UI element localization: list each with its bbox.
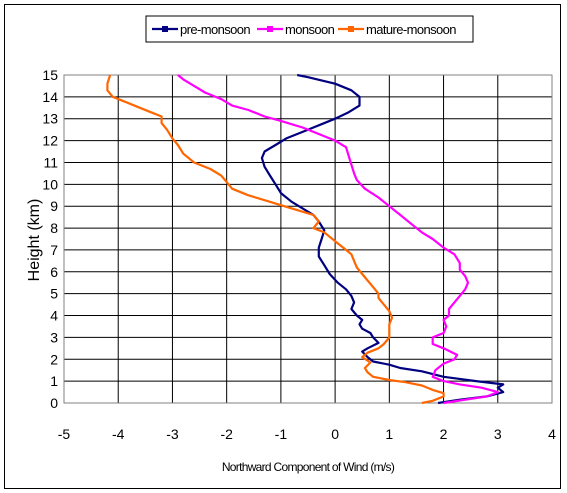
x-axis-title: Northward Component of Wind (m/s) bbox=[222, 460, 395, 474]
y-tick-label: 11 bbox=[43, 154, 58, 170]
legend-marker-monsoon bbox=[267, 26, 273, 32]
legend: pre-monsoon monsoon mature-monsoon bbox=[145, 15, 474, 43]
x-tick-label: -5 bbox=[58, 426, 71, 442]
legend-label-pre-monsoon: pre-monsoon bbox=[180, 22, 250, 37]
x-tick-label: 1 bbox=[385, 426, 393, 442]
y-tick-label: 0 bbox=[50, 395, 58, 411]
series-layer bbox=[106, 73, 505, 405]
y-tick-label: 9 bbox=[50, 198, 58, 214]
y-tick-label: 10 bbox=[42, 176, 58, 192]
monsoon-line bbox=[177, 74, 499, 405]
x-tick-label: 2 bbox=[440, 426, 448, 442]
plot-area bbox=[63, 74, 553, 404]
y-tick-label: 2 bbox=[50, 351, 58, 367]
x-tick-label: 3 bbox=[494, 426, 502, 442]
y-tick-label: 4 bbox=[50, 308, 58, 324]
y-tick-label: 5 bbox=[50, 286, 58, 302]
y-tick-label: 7 bbox=[50, 242, 58, 258]
mature-monsoon-line bbox=[106, 74, 445, 405]
x-tick-label: 4 bbox=[548, 426, 556, 442]
legend-marker-pre-monsoon bbox=[162, 26, 168, 32]
x-tick-label: -1 bbox=[275, 426, 288, 442]
legend-box bbox=[145, 15, 474, 43]
y-tick-label: 3 bbox=[50, 329, 58, 345]
x-tick-label: 0 bbox=[331, 426, 339, 442]
legend-label-monsoon: monsoon bbox=[285, 22, 335, 37]
y-tick-label: 14 bbox=[42, 89, 58, 105]
x-tick-label: -2 bbox=[220, 426, 233, 442]
x-tick-labels: -5 -4 -3 -2 -1 0 1 2 3 4 bbox=[58, 426, 556, 442]
grid bbox=[63, 74, 553, 404]
x-tick-label: -4 bbox=[112, 426, 125, 442]
chart-frame bbox=[4, 4, 561, 489]
legend-marker-mature-monsoon bbox=[348, 26, 354, 32]
y-tick-label: 12 bbox=[42, 133, 58, 149]
legend-label-mature-monsoon: mature-monsoon bbox=[366, 22, 456, 37]
y-tick-label: 1 bbox=[50, 373, 58, 389]
y-tick-label: 13 bbox=[42, 111, 58, 127]
y-axis-title: Height (km) bbox=[26, 199, 43, 282]
y-tick-label: 6 bbox=[50, 264, 58, 280]
pre-monsoon-line bbox=[260, 73, 505, 405]
y-tick-label: 8 bbox=[50, 220, 58, 236]
y-tick-label: 15 bbox=[42, 67, 58, 83]
x-tick-label: -3 bbox=[166, 426, 179, 442]
